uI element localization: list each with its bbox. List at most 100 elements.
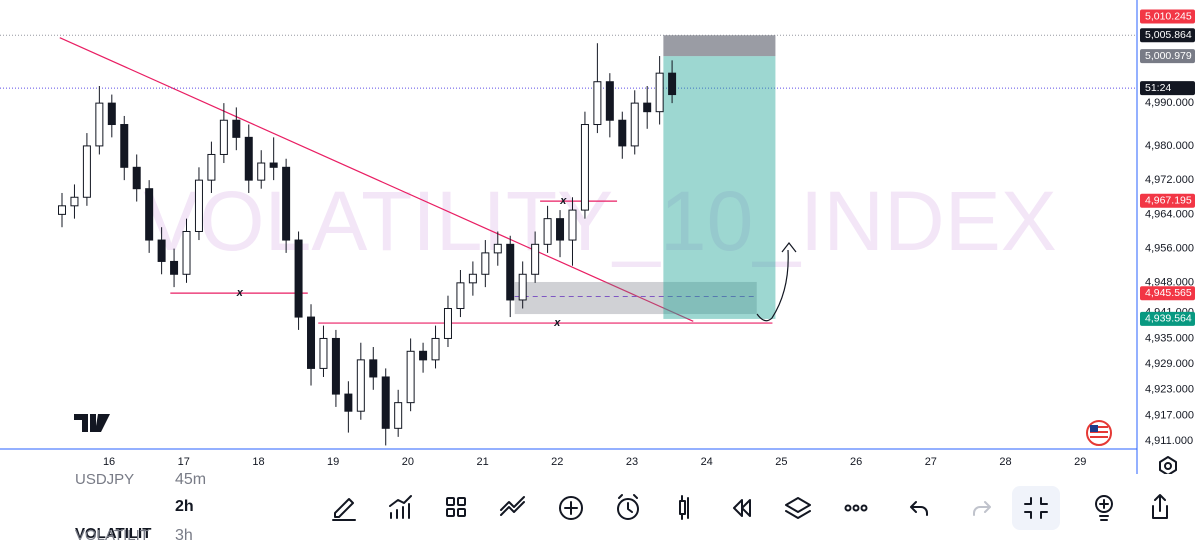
price-tag-label: 4,945.565 xyxy=(1145,287,1192,299)
candle-body xyxy=(70,196,79,207)
candle-body xyxy=(506,243,515,301)
compare[interactable] xyxy=(500,496,525,516)
candle-body xyxy=(655,72,664,113)
price-tag-label: 5,010.245 xyxy=(1145,10,1192,22)
candle-body xyxy=(232,119,241,138)
draw-tool[interactable] xyxy=(332,498,356,521)
candle-body xyxy=(468,273,477,284)
x-tick-label: 24 xyxy=(701,456,713,468)
trend-line xyxy=(59,37,694,322)
candle-body xyxy=(244,136,253,181)
y-tick-label: 4,948.000 xyxy=(1145,277,1194,289)
candle-body xyxy=(419,350,428,361)
candle-body xyxy=(456,282,465,310)
candle-body xyxy=(344,393,353,412)
level-label: x xyxy=(236,287,244,299)
price-tag-label: 51:24 xyxy=(1145,82,1171,94)
arrow xyxy=(756,249,789,322)
price-tag-label: 4,967.195 xyxy=(1145,194,1192,206)
stop-zone xyxy=(663,35,776,57)
candle-body xyxy=(95,102,104,147)
candle-body xyxy=(518,273,527,301)
x-tick-label: 18 xyxy=(252,456,264,468)
y-tick-label: 4,956.000 xyxy=(1145,243,1194,255)
watchlist-interval[interactable]: 45m xyxy=(175,471,206,488)
tv-logo xyxy=(74,414,110,432)
candle-body xyxy=(556,218,565,241)
x-tick-label: 17 xyxy=(178,456,190,468)
candle-body xyxy=(145,188,154,241)
price-tag-label: 5,000.979 xyxy=(1145,50,1192,62)
add[interactable] xyxy=(559,496,583,520)
ideas[interactable] xyxy=(1095,495,1113,521)
watchlist-symbol[interactable]: USDJPY xyxy=(75,471,134,488)
candle-body xyxy=(269,162,278,168)
candle-body xyxy=(593,81,602,126)
x-tick-label: 23 xyxy=(626,456,638,468)
price-tag xyxy=(1140,49,1195,64)
fullscreen[interactable] xyxy=(1024,497,1048,519)
candle-body xyxy=(331,337,340,395)
candle-body xyxy=(580,124,589,211)
object-tree[interactable] xyxy=(785,497,811,519)
x-tick-label: 19 xyxy=(327,456,339,468)
undo[interactable] xyxy=(910,501,928,516)
candle-body xyxy=(58,205,67,215)
x-tick-label: 26 xyxy=(850,456,862,468)
fullscreen-bg[interactable] xyxy=(1012,486,1060,530)
replay[interactable] xyxy=(733,499,751,517)
price-tag xyxy=(1140,28,1195,43)
level-label: x xyxy=(559,195,567,207)
price-tag xyxy=(1140,81,1195,96)
y-tick-label: 4,935.000 xyxy=(1145,332,1194,344)
arrow-head xyxy=(781,242,797,253)
zone xyxy=(514,281,757,315)
candle-body xyxy=(307,316,316,369)
price-tag xyxy=(1140,286,1195,301)
watchlist-symbol[interactable]: VOLATILIT xyxy=(75,527,149,544)
candle-body xyxy=(431,337,440,361)
share[interactable] xyxy=(1152,494,1168,519)
candle-type[interactable] xyxy=(679,495,689,520)
layouts[interactable] xyxy=(446,497,466,517)
x-tick-label: 28 xyxy=(999,456,1011,468)
candle-body xyxy=(207,153,216,181)
price-tag-label: 5,005.864 xyxy=(1145,29,1192,41)
watchlist-interval[interactable]: 2h xyxy=(175,498,194,515)
price-tag-label: 4,939.564 xyxy=(1145,313,1192,325)
alert[interactable] xyxy=(617,494,639,520)
target-zone xyxy=(663,56,776,319)
candle-body xyxy=(257,162,266,181)
watchlist-symbol[interactable]: VOLATILIT xyxy=(75,525,151,542)
watermark: VOLATILITY_10_INDEX xyxy=(143,174,1057,268)
x-tick-label: 20 xyxy=(402,456,414,468)
more[interactable] xyxy=(844,504,868,512)
candle-body xyxy=(219,119,228,155)
x-tick-label: 22 xyxy=(551,456,563,468)
tools xyxy=(332,486,1168,530)
candle-body xyxy=(643,102,652,113)
candle-body xyxy=(568,209,577,241)
candle-body xyxy=(493,243,502,254)
candle-body xyxy=(82,145,91,198)
candle-body xyxy=(356,359,365,412)
candle-body xyxy=(381,376,390,429)
y-tick-label: 4,917.000 xyxy=(1145,409,1194,421)
candle-body xyxy=(668,72,677,96)
candle-body xyxy=(618,119,627,147)
settings-icon[interactable] xyxy=(1159,456,1177,476)
candle-body xyxy=(294,239,303,318)
candle-body xyxy=(157,239,166,262)
candle-body xyxy=(394,402,403,429)
watchlist-interval[interactable]: 3h xyxy=(175,527,193,544)
candle-body xyxy=(531,243,540,275)
x-tick-label: 21 xyxy=(476,456,488,468)
y-tick-label: 4,964.000 xyxy=(1145,208,1194,220)
y-tick-label: 4,980.000 xyxy=(1145,140,1194,152)
candle-body xyxy=(369,359,378,378)
indicators[interactable] xyxy=(389,495,412,519)
candle-body xyxy=(194,179,203,232)
candle-body xyxy=(630,102,639,147)
